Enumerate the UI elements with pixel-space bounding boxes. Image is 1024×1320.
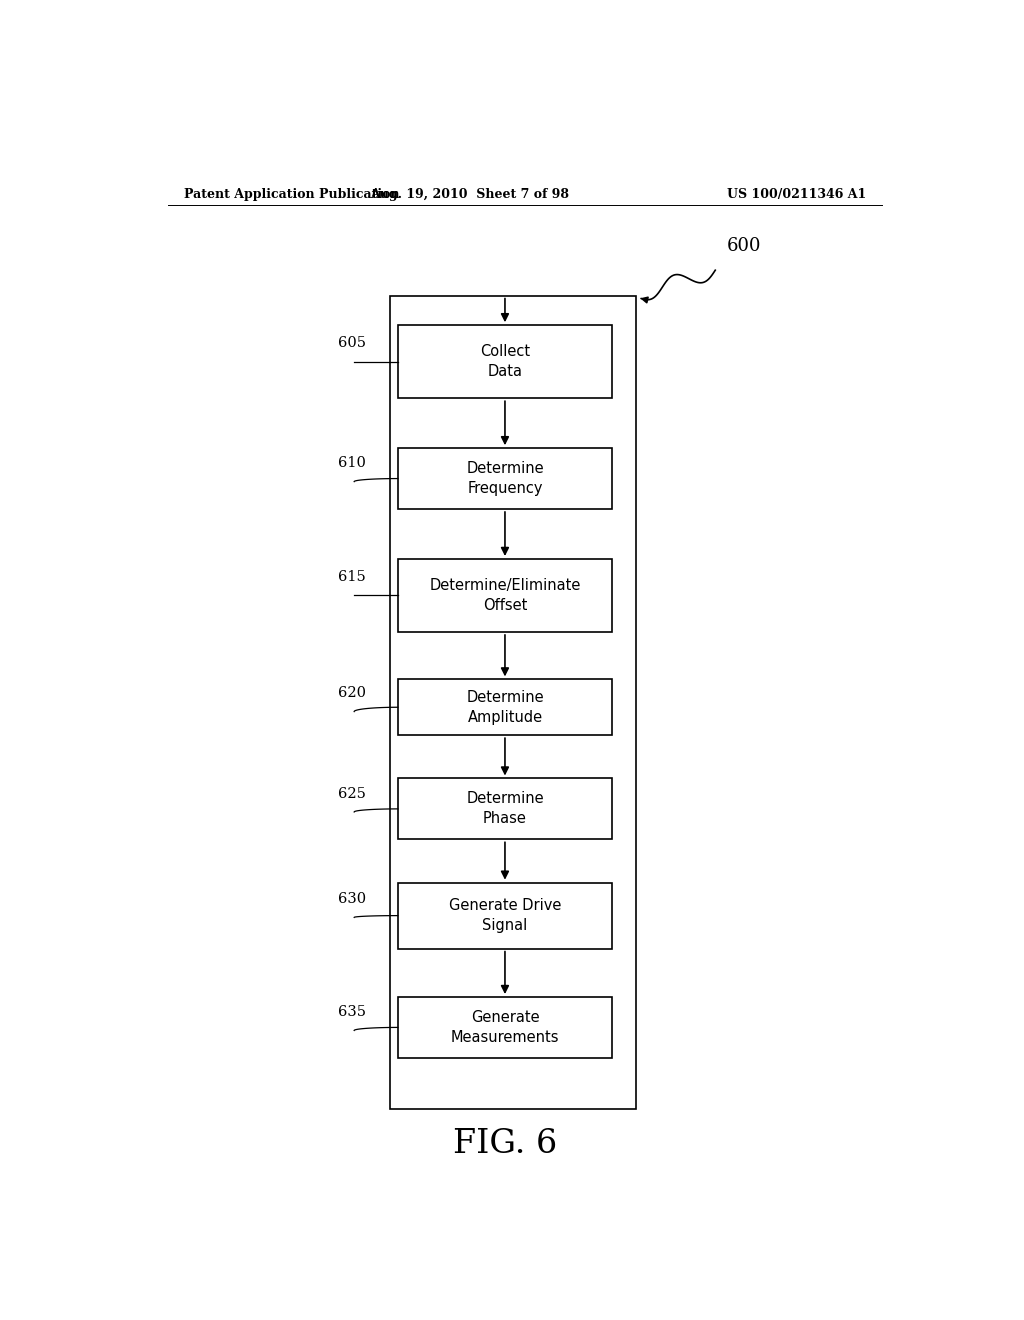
- Text: Determine
Amplitude: Determine Amplitude: [466, 690, 544, 725]
- Text: FIG. 6: FIG. 6: [453, 1129, 557, 1160]
- Text: 630: 630: [338, 892, 367, 906]
- Text: Patent Application Publication: Patent Application Publication: [183, 189, 399, 202]
- Bar: [397, 558, 612, 632]
- Text: Generate Drive
Signal: Generate Drive Signal: [449, 898, 561, 933]
- Text: 615: 615: [338, 570, 366, 585]
- Bar: [397, 997, 612, 1057]
- Text: Determine
Frequency: Determine Frequency: [466, 461, 544, 496]
- Text: 625: 625: [338, 787, 367, 801]
- Text: Collect
Data: Collect Data: [480, 345, 530, 379]
- Text: US 100/0211346 A1: US 100/0211346 A1: [727, 189, 866, 202]
- Text: Determine/Eliminate
Offset: Determine/Eliminate Offset: [429, 578, 581, 612]
- Bar: [397, 779, 612, 840]
- Text: 600: 600: [727, 238, 762, 255]
- Text: 605: 605: [338, 337, 367, 350]
- Bar: [397, 447, 612, 510]
- Bar: [397, 680, 612, 735]
- Bar: [397, 325, 612, 399]
- Bar: [390, 296, 636, 1109]
- Bar: [397, 883, 612, 949]
- Text: 610: 610: [338, 457, 367, 470]
- Text: Aug. 19, 2010  Sheet 7 of 98: Aug. 19, 2010 Sheet 7 of 98: [370, 189, 568, 202]
- Text: Generate
Measurements: Generate Measurements: [451, 1010, 559, 1045]
- Text: 635: 635: [338, 1005, 367, 1019]
- Text: Determine
Phase: Determine Phase: [466, 792, 544, 826]
- Text: 620: 620: [338, 686, 367, 701]
